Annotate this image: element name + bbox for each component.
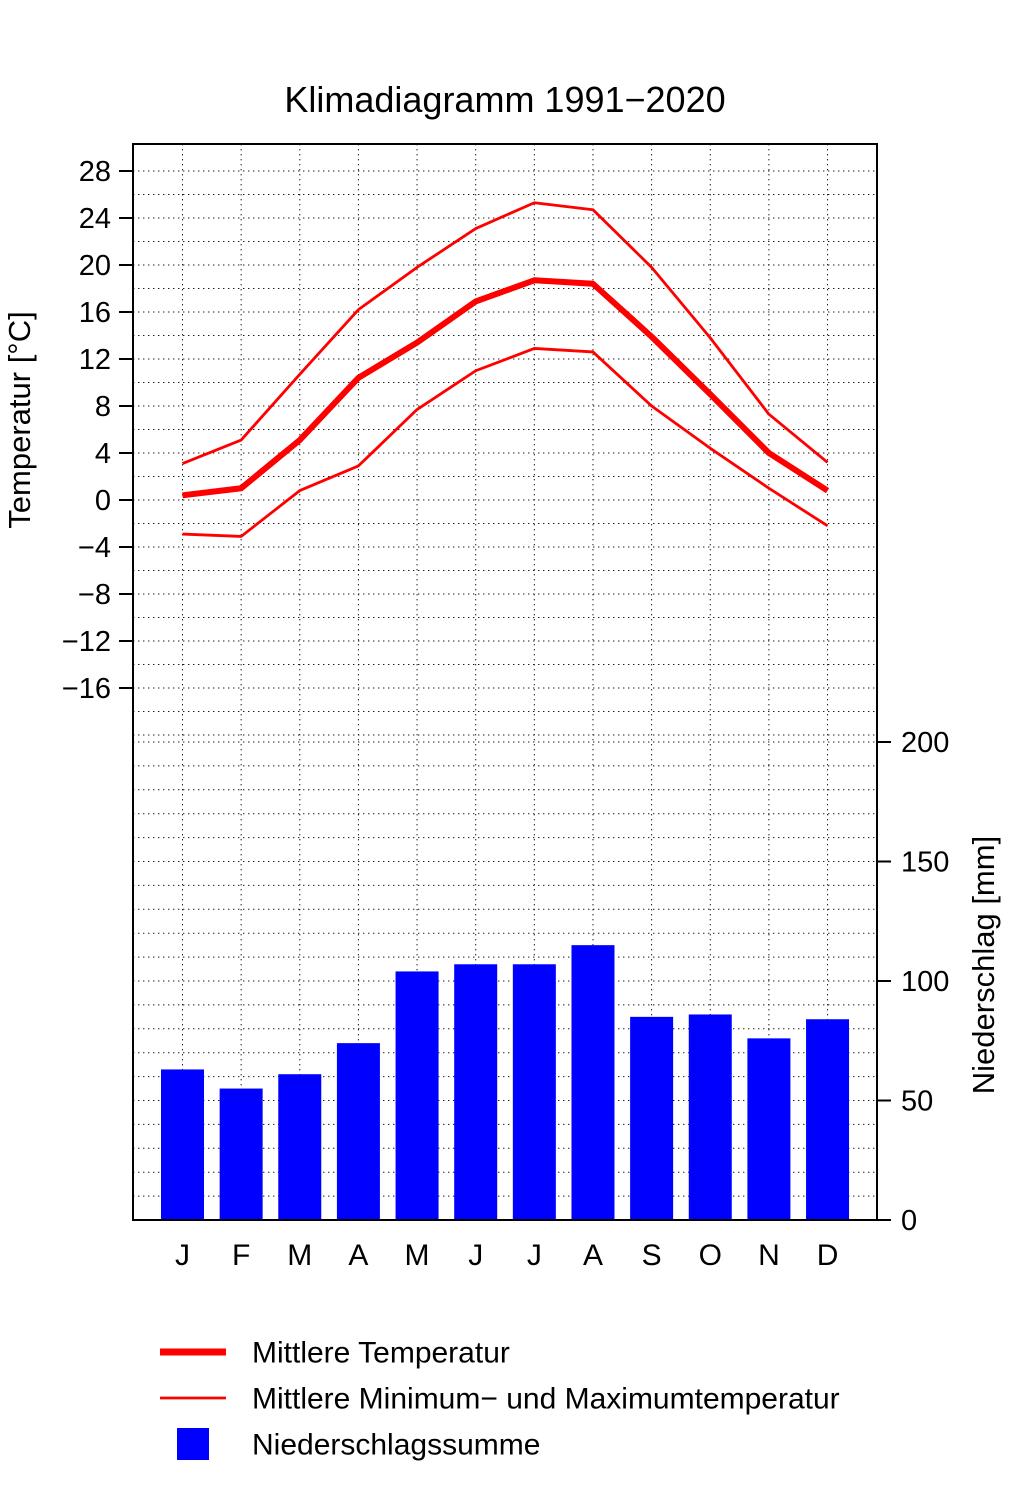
precip-bar-10 [688, 1014, 732, 1220]
month-label-9: S [642, 1239, 662, 1272]
legend-row-3: Niederschlagssumme [177, 1428, 540, 1462]
mittlere-minimumtemperatur-line [182, 347, 829, 538]
month-label-5: M [405, 1239, 430, 1272]
month-label-4: A [348, 1239, 368, 1272]
precipitation-axis-title: Niederschlag [mm] [966, 836, 1001, 1094]
precip-tick-label-200: 200 [901, 727, 949, 759]
precip-bar-6 [454, 964, 498, 1220]
temperature-lines [181, 201, 830, 538]
legend-square-swatch [177, 1428, 209, 1460]
mittlere-maximumtemperatur-line [181, 201, 829, 465]
temp-tick-label--8: −8 [78, 579, 111, 611]
mittlere-temperatur-line [182, 277, 830, 499]
temp-tick-label-28: 28 [79, 156, 111, 188]
precip-bar-7 [512, 964, 556, 1220]
temp-tick-label-20: 20 [79, 250, 111, 282]
temp-tick-label--16: −16 [62, 673, 111, 705]
temp-tick-label--4: −4 [78, 532, 111, 564]
legend-label-3: Niederschlagssumme [252, 1429, 540, 1462]
temp-tick-label-24: 24 [79, 203, 111, 235]
precip-bar-2 [219, 1088, 263, 1220]
temp-tick-label-0: 0 [95, 485, 111, 517]
precip-tick-label-0: 0 [901, 1205, 917, 1237]
month-label-10: O [699, 1239, 722, 1272]
legend: Mittlere Temperatur Mittlere Minimum− und… [160, 1337, 840, 1462]
precip-bar-8 [571, 945, 615, 1220]
month-label-7: J [527, 1239, 542, 1272]
precip-bar-5 [395, 971, 439, 1220]
temperature-axis: 28 24 20 16 12 8 4 0 −4 −8 −12 −16 [62, 156, 133, 705]
precip-bar-4 [336, 1043, 380, 1220]
legend-label-1: Mittlere Temperatur [252, 1337, 510, 1370]
precip-tick-label-150: 150 [901, 847, 949, 879]
temp-tick-label-4: 4 [95, 438, 111, 470]
month-label-2: F [232, 1239, 250, 1272]
precip-tick-label-100: 100 [901, 966, 949, 998]
legend-label-2: Mittlere Minimum− und Maximumtemperatur [252, 1383, 840, 1416]
temp-tick-label--12: −12 [62, 626, 111, 658]
month-label-8: A [583, 1239, 603, 1272]
precip-bar-9 [630, 1016, 674, 1220]
month-label-3: M [287, 1239, 312, 1272]
precip-bar-12 [806, 1019, 850, 1220]
precip-tick-label-50: 50 [901, 1086, 933, 1118]
temp-tick-label-16: 16 [79, 297, 111, 329]
temp-tick-label-12: 12 [79, 344, 111, 376]
plot-frame [132, 143, 878, 1221]
month-label-12: D [817, 1239, 839, 1272]
precip-bars [161, 945, 850, 1220]
temp-tick-label-8: 8 [95, 391, 111, 423]
month-label-11: N [758, 1239, 780, 1272]
month-label-1: J [175, 1239, 190, 1272]
precipitation-axis: 200 150 100 50 0 [877, 727, 949, 1237]
legend-row-2: Mittlere Minimum− und Maximumtemperatur [160, 1383, 840, 1416]
precip-bar-3 [278, 1074, 322, 1220]
month-label-6: J [468, 1239, 483, 1272]
precip-bar-1 [161, 1069, 204, 1220]
chart-title: Klimadiagramm 1991−2020 [284, 79, 725, 120]
precip-bar-11 [747, 1038, 791, 1220]
temperature-axis-title: Temperatur [°C] [2, 311, 37, 528]
legend-row-1: Mittlere Temperatur [160, 1337, 510, 1370]
